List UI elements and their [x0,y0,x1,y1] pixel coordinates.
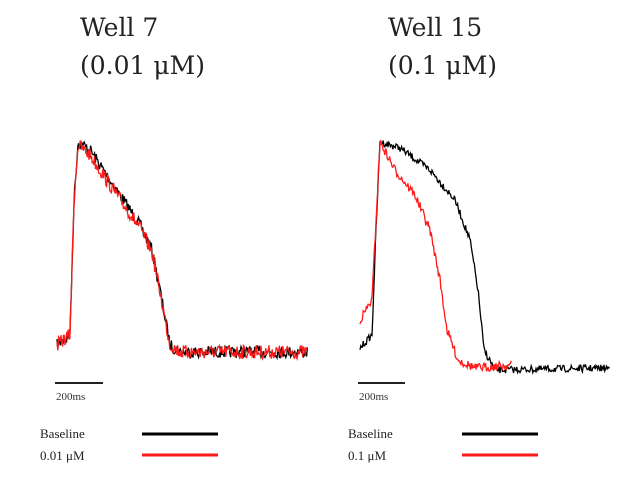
legend-label: 0.1 μM [348,448,386,463]
panel-title: Well 7 [80,13,158,42]
traces [56,140,611,375]
panel-subtitle: (0.1 μM) [388,51,497,80]
legend-label: Baseline [348,426,393,441]
trace [359,140,512,373]
trace [359,140,611,375]
scale-label: 200ms [56,391,85,403]
legend-label: Baseline [40,426,85,441]
panel-title: Well 15 [388,13,482,42]
legend-label: 0.01 μM [40,448,85,463]
scale-label: 200ms [359,391,388,403]
panel-subtitle: (0.01 μM) [80,51,205,80]
trace [56,140,308,362]
